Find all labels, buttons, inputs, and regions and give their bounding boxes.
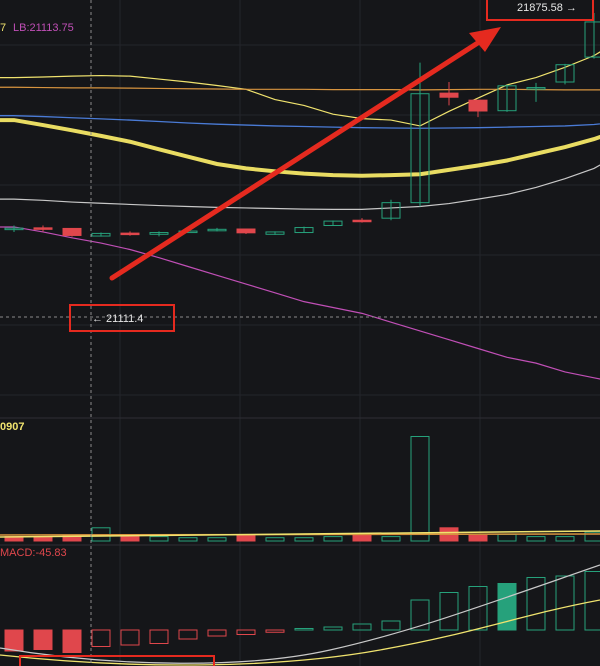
candlestick-series [4, 13, 600, 237]
macd-bar [526, 577, 546, 631]
candle-body [410, 93, 430, 204]
macd-bar [149, 629, 169, 644]
candle-body [584, 21, 600, 58]
candle-body [62, 227, 82, 236]
volume-bar [381, 536, 401, 542]
macd-bar [62, 629, 82, 653]
candle-body [381, 202, 401, 219]
candle-body [468, 99, 488, 112]
volume-bar [178, 537, 198, 542]
line-ma-blue [0, 115, 600, 129]
macd-histogram [0, 564, 600, 666]
macd-bar [178, 629, 198, 640]
candle-body [439, 92, 459, 98]
volume-bar [236, 535, 256, 542]
moving-average-lines [0, 51, 600, 380]
volume-bar [555, 536, 575, 542]
macd-bar [584, 571, 600, 631]
volume-ma-yellow [0, 530, 600, 538]
volume-bar [323, 536, 343, 542]
volume-bar [265, 537, 285, 542]
candle-body [294, 227, 314, 234]
candle-body [236, 228, 256, 234]
volume-bar [526, 536, 546, 542]
candle-body [33, 227, 53, 230]
volume-bar [120, 536, 140, 542]
macd-bar [91, 629, 111, 647]
macd-bar [120, 629, 140, 646]
macd-bar [352, 623, 372, 631]
line-ma-white [0, 164, 600, 210]
volume-bar [294, 537, 314, 542]
line-ma-thick-yellow [0, 118, 600, 178]
header-prefix: 7 [0, 22, 6, 34]
macd-line-yellow [0, 599, 600, 666]
macd-line-white [0, 564, 600, 664]
line-ma-orange [0, 86, 600, 91]
lb-label: LB:21113.75 [13, 22, 74, 34]
volume-bar [207, 537, 227, 542]
volume-panel-label: 0907 [0, 421, 24, 433]
macd-bar [33, 629, 53, 650]
low-price-label: ← 21111.4 [92, 313, 143, 325]
volume-bar [468, 535, 488, 542]
volume-bar [584, 531, 600, 542]
low-price-box [69, 304, 175, 332]
macd-bar [294, 628, 314, 631]
candle-body [323, 220, 343, 227]
line-ma-yellow-thin [0, 51, 600, 127]
annotation-layer [109, 27, 501, 281]
macd-panel-label: MACD:-45.83 [0, 547, 67, 559]
volume-bar [410, 436, 430, 542]
macd-bar [236, 629, 256, 635]
candle-body [352, 219, 372, 223]
macd-highlight-box [19, 655, 215, 666]
macd-bar [4, 629, 24, 652]
candle-body [555, 64, 575, 83]
volume-bar [352, 533, 372, 542]
volume-bar [149, 536, 169, 542]
macd-bar [323, 626, 343, 631]
volume-bars [0, 436, 600, 542]
candle-body [91, 232, 111, 237]
line-ma-magenta [0, 226, 600, 380]
macd-bar [555, 575, 575, 631]
trend-arrow-head [469, 27, 501, 52]
candle-body [120, 232, 140, 236]
macd-bar [381, 620, 401, 631]
candle-body [497, 85, 517, 112]
macd-bar [410, 599, 430, 631]
high-price-label: 21875.58 → [517, 2, 577, 14]
macd-bar [265, 629, 285, 633]
candle-body [207, 228, 227, 232]
candle-body [526, 87, 546, 90]
volume-bar [497, 533, 517, 542]
candle-body [4, 227, 24, 231]
candle-body [265, 231, 285, 235]
high-price-box [486, 0, 594, 21]
macd-bar [207, 629, 227, 637]
macd-bar [468, 586, 488, 631]
macd-bar [439, 592, 459, 631]
candle-body [149, 232, 169, 235]
trend-arrow-shaft [109, 34, 490, 281]
